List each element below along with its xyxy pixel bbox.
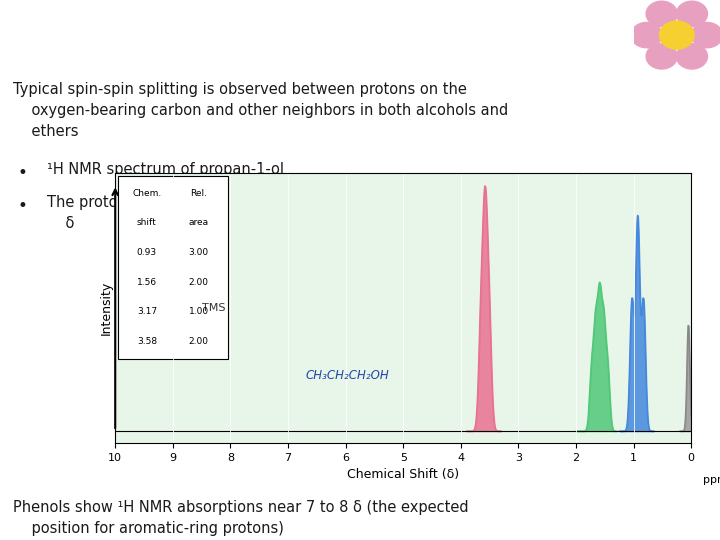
Circle shape	[676, 44, 708, 69]
Text: CH₃CH₂CH₂OH: CH₃CH₂CH₂OH	[305, 369, 389, 382]
Text: Spectroscopy of Alcohols, Phenols, and Ethers: Spectroscopy of Alcohols, Phenols, and E…	[14, 23, 670, 47]
Text: ppm: ppm	[703, 475, 720, 485]
Text: area: area	[189, 218, 209, 227]
Text: 3.00: 3.00	[189, 248, 209, 257]
Text: •: •	[18, 164, 28, 182]
Text: Chem.: Chem.	[132, 188, 161, 198]
Y-axis label: Intensity: Intensity	[99, 281, 112, 335]
Text: 0.93: 0.93	[137, 248, 157, 257]
Circle shape	[660, 21, 694, 49]
Text: 2.00: 2.00	[189, 337, 209, 346]
Text: 1.00: 1.00	[189, 307, 209, 316]
Text: 1.56: 1.56	[137, 278, 157, 287]
Text: 2.00: 2.00	[189, 278, 209, 287]
Text: The protons on the oxygen-bearing carbon are split into a triplet at 3.58
    δ: The protons on the oxygen-bearing carbon…	[47, 195, 576, 231]
Text: 3.17: 3.17	[137, 307, 157, 316]
Text: •: •	[18, 197, 28, 215]
FancyBboxPatch shape	[118, 176, 228, 359]
Circle shape	[646, 44, 678, 69]
Circle shape	[631, 23, 662, 48]
X-axis label: Chemical Shift (δ): Chemical Shift (δ)	[347, 468, 459, 481]
Text: shift: shift	[137, 218, 157, 227]
Circle shape	[676, 1, 708, 26]
Circle shape	[691, 23, 720, 48]
Text: 3.58: 3.58	[137, 337, 157, 346]
Text: TMS: TMS	[202, 303, 225, 313]
Circle shape	[646, 1, 678, 26]
Text: Typical spin-spin splitting is observed between protons on the
    oxygen-bearin: Typical spin-spin splitting is observed …	[13, 82, 508, 139]
Text: Rel.: Rel.	[190, 188, 207, 198]
Text: ¹H NMR spectrum of propan-1-ol: ¹H NMR spectrum of propan-1-ol	[47, 162, 284, 177]
Text: Phenols show ¹H NMR absorptions near 7 to 8 δ (the expected
    position for aro: Phenols show ¹H NMR absorptions near 7 t…	[13, 500, 469, 536]
